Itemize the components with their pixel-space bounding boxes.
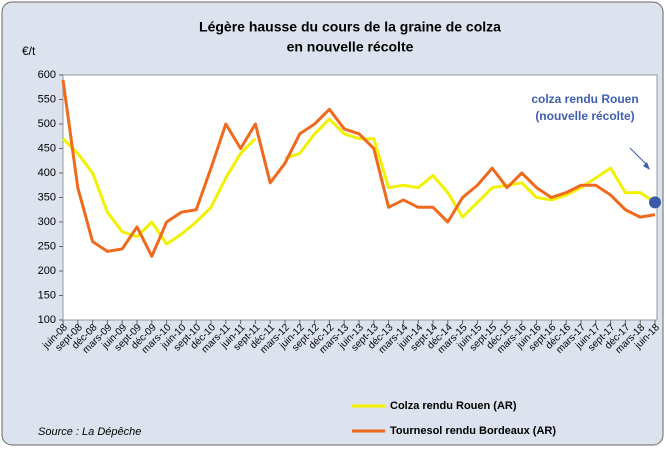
y-tick-label: 150: [38, 289, 56, 301]
y-tick-label: 250: [38, 240, 56, 252]
y-tick-label: 400: [38, 167, 56, 179]
annotation-arrow: [629, 147, 649, 167]
y-axis-label: €/t: [22, 44, 36, 58]
y-tick-label: 450: [38, 142, 56, 154]
chart-title: en nouvelle récolte: [287, 39, 414, 55]
legend-label: Colza rendu Rouen (AR): [390, 400, 517, 412]
y-tick-label: 200: [38, 265, 56, 277]
line: [61, 117, 656, 246]
annotation: (nouvelle récolte): [535, 109, 634, 123]
legend-label: Tournesol rendu Bordeaux (AR): [390, 425, 556, 437]
chart-title: Légère hausse du cours de la graine de c…: [199, 19, 501, 35]
y-tick-label: 350: [38, 191, 56, 203]
y-tick-label: 300: [38, 216, 56, 228]
y-tick-label: 100: [38, 314, 56, 326]
annotation: colza rendu Rouen: [531, 92, 638, 106]
y-tick-label: 600: [38, 69, 56, 81]
annotation-arrowhead: [643, 162, 650, 170]
y-tick-label: 550: [38, 93, 56, 105]
source: Source : La Dépêche: [38, 426, 141, 438]
highlight-point: [649, 196, 661, 209]
line: [61, 79, 656, 258]
y-tick-label: 500: [38, 118, 56, 130]
